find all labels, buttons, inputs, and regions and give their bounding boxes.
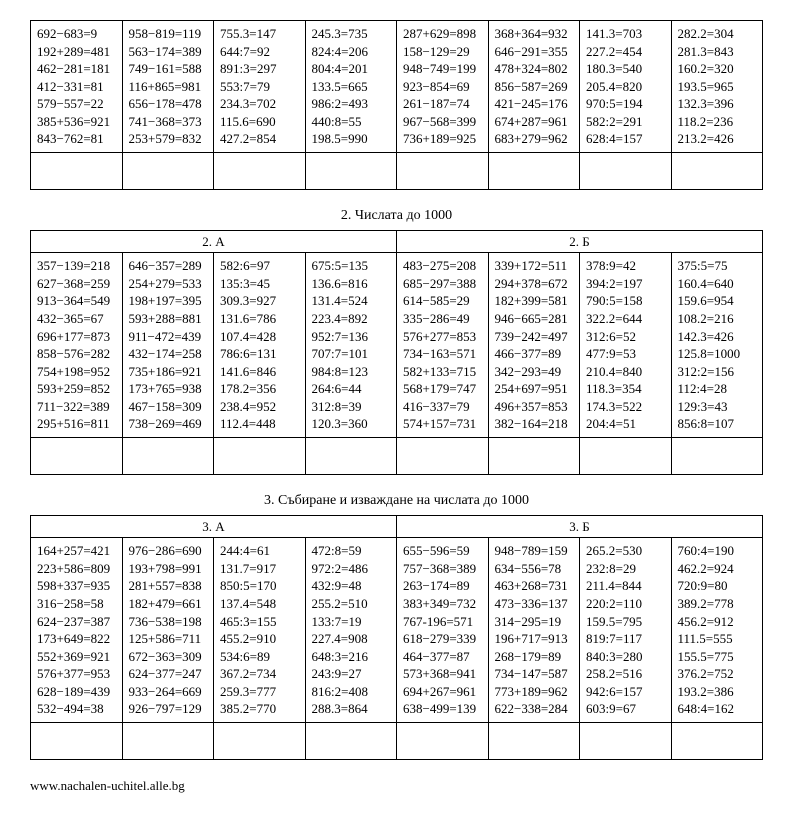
cell: 357−139=218 627−368=259 913−364=549 432−… [37,257,116,432]
section-3-title: 3. Събиране и изваждане на числата до 10… [30,493,763,509]
cell: 976−286=690 193+798=991 281+557=838 182+… [129,542,208,717]
table-2: 2. А 2. Б 357−139=218 627−368=259 913−36… [30,230,763,475]
cell: 375:5=75 160.4=640 159.6=954 108.2=216 1… [678,257,757,432]
cell: 265.2=530 232:8=29 211.4=844 220:2=110 1… [586,542,665,717]
table-row: 357−139=218 627−368=259 913−364=549 432−… [31,253,763,437]
table-header-row: 3. А 3. Б [31,515,763,538]
table-row: 164+257=421 223+586=809 598+337=935 316−… [31,538,763,722]
cell: 282.2=304 281.3=843 160.2=320 193.5=965 … [678,25,757,148]
cell: 646−357=289 254+279=533 198+197=395 593+… [129,257,208,432]
cell: 958−819=119 563−174=389 749−161=588 116+… [129,25,208,148]
header-2b: 2. Б [397,230,763,253]
cell: 948−789=159 634−556=78 463+268=731 473−3… [495,542,574,717]
cell: 655−596=59 757−368=389 263−174=89 383+34… [403,542,482,717]
cell: 245.3=735 824:4=206 804:4=201 133.5=665 … [312,25,391,148]
table-3: 3. А 3. Б 164+257=421 223+586=809 598+33… [30,515,763,760]
cell: 378:9=42 394:2=197 790:5=158 322.2=644 3… [586,257,665,432]
cell: 339+172=511 294+378=672 182+399=581 946−… [495,257,574,432]
cell: 692−683=9 192+289=481 462−281=181 412−33… [37,25,116,148]
table-1: 692−683=9 192+289=481 462−281=181 412−33… [30,20,763,190]
cell: 675:5=135 136.6=816 131.4=524 223.4=892 … [312,257,391,432]
table-row: 692−683=9 192+289=481 462−281=181 412−33… [31,21,763,153]
cell: 244:4=61 131.7=917 850:5=170 137.4=548 4… [220,542,299,717]
cell: 164+257=421 223+586=809 598+337=935 316−… [37,542,116,717]
table-header-row: 2. А 2. Б [31,230,763,253]
cell: 755.3=147 644:7=92 891:3=297 553:7=79 23… [220,25,299,148]
cell: 760:4=190 462.2=924 720:9=80 389.2=778 4… [678,542,757,717]
footer-url: www.nachalen-uchitel.alle.bg [30,778,763,794]
header-3a: 3. А [31,515,397,538]
header-3b: 3. Б [397,515,763,538]
cell: 287+629=898 158−129=29 948−749=199 923−8… [403,25,482,148]
cell: 368+364=932 646−291=355 478+324=802 856−… [495,25,574,148]
cell: 472:8=59 972:2=486 432:9=48 255.2=510 13… [312,542,391,717]
cell: 141.3=703 227.2=454 180.3=540 205.4=820 … [586,25,665,148]
cell: 582:6=97 135:3=45 309.3=927 131.6=786 10… [220,257,299,432]
header-2a: 2. А [31,230,397,253]
cell: 483−275=208 685−297=388 614−585=29 335−2… [403,257,482,432]
section-2-title: 2. Числата до 1000 [30,208,763,224]
